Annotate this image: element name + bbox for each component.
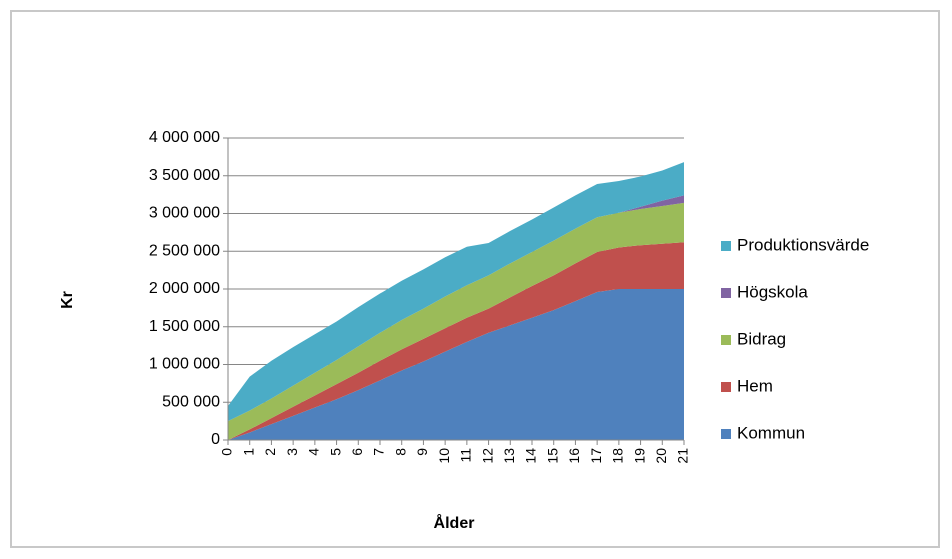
legend: Produktionsvärde Högskola Bidrag Hem Kommun xyxy=(721,235,869,442)
x-tick-label: 21 xyxy=(675,448,691,464)
legend-swatch xyxy=(721,288,731,298)
x-tick-label: 0 xyxy=(219,448,235,456)
x-tick-label: 18 xyxy=(610,448,626,464)
y-tick-label: 1 000 000 xyxy=(149,356,220,373)
plot-area xyxy=(228,162,684,440)
legend-swatch xyxy=(721,429,731,439)
legend-label: Hem xyxy=(737,376,773,395)
x-tick-label: 13 xyxy=(501,448,517,464)
y-tick-label: 2 500 000 xyxy=(149,242,220,259)
legend-item-produktionsvärde: Produktionsvärde xyxy=(721,235,869,254)
legend-item-bidrag: Bidrag xyxy=(721,329,786,348)
legend-item-kommun: Kommun xyxy=(721,423,805,442)
x-tick-label: 12 xyxy=(479,448,495,464)
legend-label: Högskola xyxy=(737,282,808,301)
y-axis-title: Kr xyxy=(59,291,76,309)
x-tick-label: 1 xyxy=(240,448,256,456)
x-axis-title: Ålder xyxy=(434,513,475,532)
legend-label: Bidrag xyxy=(737,329,786,348)
series-area-bidrag xyxy=(228,202,684,440)
x-tick-label: 6 xyxy=(349,448,365,456)
x-tick-label: 11 xyxy=(458,448,474,463)
legend-item-högskola: Högskola xyxy=(721,282,808,301)
y-tick-label: 2 000 000 xyxy=(149,280,220,297)
y-tick-label: 3 500 000 xyxy=(149,167,220,184)
x-tick-label: 14 xyxy=(523,448,539,464)
legend-swatch xyxy=(721,382,731,392)
legend-label: Produktionsvärde xyxy=(737,235,869,254)
axes: 0 500 000 1 000 000 1 500 000 2 000 000 2 500… xyxy=(149,129,691,463)
x-tick-label: 19 xyxy=(631,448,647,464)
x-tick-label: 3 xyxy=(284,448,300,456)
legend-label: Kommun xyxy=(737,423,805,442)
y-tick-label: 0 xyxy=(211,431,220,448)
x-tick-label: 17 xyxy=(588,448,604,464)
y-tick-label: 4 000 000 xyxy=(149,129,220,146)
legend-swatch xyxy=(721,241,731,251)
x-tick-label: 4 xyxy=(306,448,322,456)
x-tick-label: 5 xyxy=(327,448,343,456)
series-area-hem xyxy=(228,242,684,440)
x-tick-label: 15 xyxy=(544,448,560,464)
y-tick-label: 3 000 000 xyxy=(149,205,220,222)
x-tick-label: 2 xyxy=(262,448,278,456)
x-tick-label: 7 xyxy=(371,448,387,456)
x-tick-label: 9 xyxy=(414,448,430,456)
legend-item-hem: Hem xyxy=(721,376,773,395)
x-tick-label: 16 xyxy=(566,448,582,464)
x-tick-label: 8 xyxy=(392,448,408,456)
x-tick-label: 10 xyxy=(436,448,452,464)
series-area-produktionsvärde xyxy=(228,162,684,422)
y-tick-label: 1 500 000 xyxy=(149,318,220,335)
y-tick-label: 500 000 xyxy=(162,393,220,410)
x-tick-label: 20 xyxy=(653,448,669,464)
legend-swatch xyxy=(721,335,731,345)
series-area-kommun xyxy=(228,289,684,440)
